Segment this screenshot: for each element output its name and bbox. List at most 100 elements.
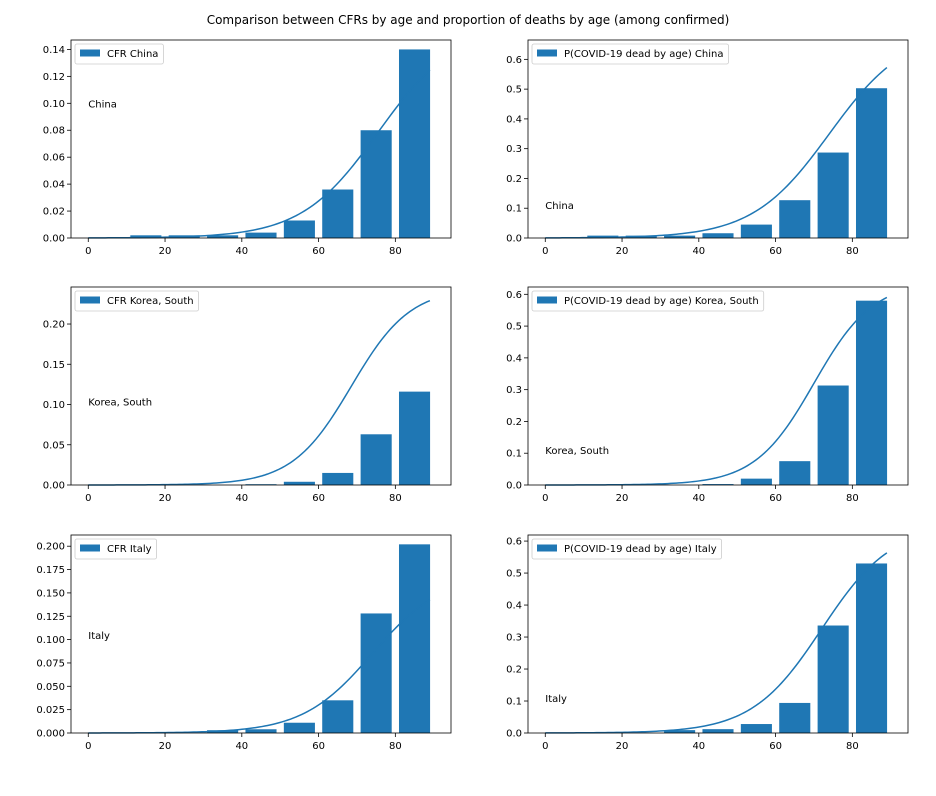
y-tick-label: 0.2 xyxy=(506,174,522,185)
y-tick-label: 0.00 xyxy=(43,234,65,245)
x-tick-label: 60 xyxy=(312,493,325,504)
bar xyxy=(398,391,431,485)
x-tick-label: 80 xyxy=(389,741,402,752)
x-tick-label: 60 xyxy=(312,741,325,752)
bar xyxy=(779,461,811,485)
x-tick-label: 60 xyxy=(769,493,782,504)
bar xyxy=(245,729,277,733)
legend: P(COVID-19 dead by age) China xyxy=(531,43,729,65)
y-tick-label: 0.1 xyxy=(506,449,522,460)
y-tick-label: 0.0 xyxy=(506,729,522,740)
fit-curve xyxy=(88,69,431,239)
legend-swatch xyxy=(537,544,557,552)
x-tick-label: 20 xyxy=(616,741,629,752)
y-tick-label: 0.100 xyxy=(36,635,65,646)
y-tick-label: 0.15 xyxy=(43,360,65,371)
axes-frame xyxy=(527,39,909,239)
bar xyxy=(817,152,849,238)
legend: CFR China xyxy=(74,43,164,65)
legend-frame xyxy=(74,538,157,560)
x-tick-label: 60 xyxy=(312,246,325,257)
axes-frame xyxy=(527,286,909,486)
bar xyxy=(817,625,849,733)
legend-label: CFR Italy xyxy=(107,544,152,555)
bar xyxy=(207,235,239,238)
axes-frame xyxy=(70,286,452,486)
bar xyxy=(360,613,392,733)
y-tick-label: 0.0 xyxy=(506,234,522,245)
legend-frame xyxy=(74,290,199,312)
legend-label: P(COVID-19 dead by age) Italy xyxy=(564,544,717,555)
legend-frame xyxy=(531,538,723,560)
fit-curve xyxy=(545,67,888,239)
x-tick-label: 0 xyxy=(542,741,548,752)
panel-cfr-china: 0 20 40 60 80 0.00 0.02 0.04 0.06 0.08 0.10 0.12 0.1… xyxy=(43,39,452,257)
x-tick-label: 0 xyxy=(542,246,548,257)
bar xyxy=(322,189,354,238)
y-tick-label: 0.06 xyxy=(43,153,65,164)
y-tick-label: 0.3 xyxy=(506,385,522,396)
x-tick-label: 20 xyxy=(616,246,629,257)
legend-frame xyxy=(531,290,765,312)
y-tick-label: 0.5 xyxy=(506,85,522,96)
x-tick-label: 40 xyxy=(235,493,248,504)
x-tick-label: 80 xyxy=(846,741,859,752)
x-tick-label: 20 xyxy=(159,246,172,257)
y-tick-label: 0.1 xyxy=(506,697,522,708)
y-tick-label: 0.4 xyxy=(506,353,522,364)
y-tick-label: 0.2 xyxy=(506,665,522,676)
panel-deaths-korea: 0 20 40 60 80 0.0 0.1 0.2 0.3 0.4 0.5 0.6 Korea, Sou… xyxy=(506,286,909,504)
y-tick-label: 0.2 xyxy=(506,417,522,428)
bar xyxy=(702,484,734,485)
y-tick-label: 0.050 xyxy=(36,682,65,693)
legend-frame xyxy=(531,43,729,65)
bar xyxy=(283,220,315,238)
bar xyxy=(283,481,315,485)
y-tick-label: 0.5 xyxy=(506,322,522,333)
legend-swatch xyxy=(80,296,100,304)
axes-frame xyxy=(70,534,452,734)
bar xyxy=(779,200,811,238)
panel-annotation: Italy xyxy=(88,631,110,642)
legend-swatch xyxy=(537,49,557,57)
figure-title: Comparison between CFRs by age and propo… xyxy=(206,13,730,27)
x-tick-label: 0 xyxy=(542,493,548,504)
bar xyxy=(855,563,888,733)
y-tick-label: 0.025 xyxy=(36,705,65,716)
bar xyxy=(740,724,772,733)
y-tick-label: 0.175 xyxy=(36,565,65,576)
bar xyxy=(283,722,315,733)
x-tick-label: 0 xyxy=(85,741,91,752)
bar xyxy=(130,235,162,238)
y-tick-label: 0.08 xyxy=(43,126,65,137)
y-tick-label: 0.04 xyxy=(43,180,65,191)
bar xyxy=(245,232,277,238)
bar xyxy=(779,702,811,733)
bar xyxy=(322,472,354,485)
x-tick-label: 40 xyxy=(692,246,705,257)
legend-label: CFR Korea, South xyxy=(107,296,194,307)
y-tick-label: 0.3 xyxy=(506,633,522,644)
legend-label: CFR China xyxy=(107,49,158,60)
legend: CFR Italy xyxy=(74,538,157,560)
panel-annotation: Korea, South xyxy=(88,397,152,408)
bar xyxy=(740,478,772,485)
bar xyxy=(360,434,392,485)
y-tick-label: 0.075 xyxy=(36,658,65,669)
panel-annotation: Korea, South xyxy=(545,446,609,457)
x-tick-label: 40 xyxy=(692,741,705,752)
y-tick-label: 0.5 xyxy=(506,569,522,580)
y-tick-label: 0.10 xyxy=(43,400,65,411)
panel-annotation: China xyxy=(545,201,574,212)
bar xyxy=(855,88,888,238)
legend: CFR Korea, South xyxy=(74,290,199,312)
legend-swatch xyxy=(537,296,557,304)
x-tick-label: 80 xyxy=(846,493,859,504)
y-tick-label: 0.02 xyxy=(43,207,65,218)
bar xyxy=(664,235,696,238)
bar xyxy=(702,233,734,238)
bar xyxy=(702,729,734,733)
panel-annotation: China xyxy=(88,99,117,110)
